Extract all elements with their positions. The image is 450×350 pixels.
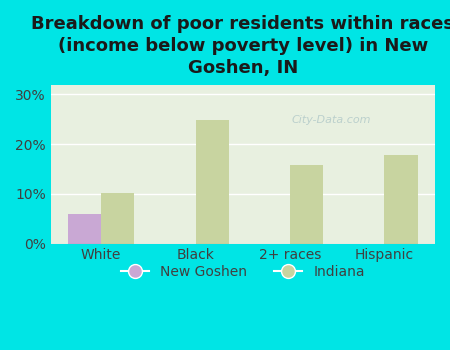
Bar	[196, 120, 229, 244]
Bar	[384, 155, 418, 244]
Text: City-Data.com: City-Data.com	[292, 114, 371, 125]
Legend: New Goshen, Indiana: New Goshen, Indiana	[115, 259, 370, 284]
Bar	[290, 165, 323, 244]
Bar	[68, 214, 101, 244]
Title: Breakdown of poor residents within races
(income below poverty level) in New
Gos: Breakdown of poor residents within races…	[32, 15, 450, 77]
Bar	[101, 193, 134, 244]
